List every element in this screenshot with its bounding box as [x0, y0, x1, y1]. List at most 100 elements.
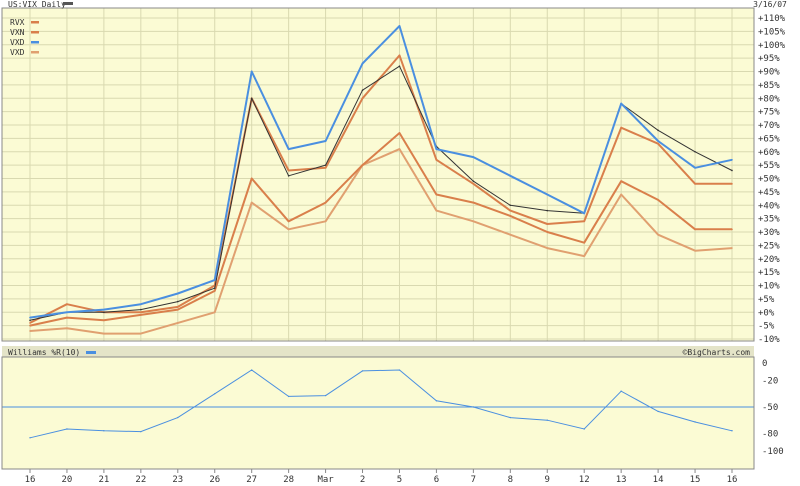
data-point	[324, 220, 327, 223]
williams-point	[140, 430, 142, 433]
williams-point	[177, 416, 179, 419]
main-y-tick-label: -10%	[758, 335, 780, 345]
legend-swatch	[31, 21, 39, 24]
data-point	[731, 169, 733, 172]
data-point	[213, 311, 216, 314]
data-point	[176, 322, 179, 324]
data-point	[361, 62, 364, 65]
data-point	[472, 183, 475, 185]
main-y-tick-label: +60%	[758, 148, 780, 158]
data-point	[287, 169, 290, 172]
x-tick-label: 14	[653, 475, 664, 485]
indicator-header-bar	[2, 346, 754, 357]
data-point	[66, 311, 68, 314]
main-y-tick-label: +75%	[758, 108, 780, 118]
data-point	[250, 70, 253, 73]
data-point	[287, 228, 290, 231]
main-y-tick-label: +80%	[758, 94, 780, 104]
series-line-rvx	[29, 54, 732, 324]
data-point	[140, 311, 142, 314]
main-y-tick-label: +110%	[758, 14, 786, 24]
data-point	[731, 158, 733, 161]
data-point	[287, 175, 290, 177]
x-tick-label: 9	[545, 475, 550, 485]
data-point	[103, 311, 105, 314]
indicator-y-tick-label: -80	[762, 429, 778, 439]
data-point	[176, 308, 179, 311]
data-point	[694, 249, 696, 252]
williams-point	[694, 421, 696, 423]
data-point	[398, 54, 401, 57]
main-grid	[2, 8, 754, 341]
williams-point	[398, 369, 401, 371]
indicator-y-tick-label: -50	[762, 403, 778, 413]
main-y-tick-label: +10%	[758, 282, 780, 292]
data-point	[620, 102, 622, 105]
main-y-tick-label: +65%	[758, 134, 780, 144]
data-point	[176, 306, 179, 308]
legend-label: VXD	[10, 38, 25, 47]
data-point	[66, 316, 68, 319]
indicator-series-group	[2, 369, 754, 439]
data-point	[250, 97, 253, 100]
data-point	[29, 324, 31, 327]
chart-date: 3/16/07	[753, 0, 787, 9]
x-tick-label: 23	[172, 475, 183, 485]
data-point	[140, 308, 142, 311]
indicator-y-tick-label: 0	[762, 359, 767, 369]
main-y-tick-label: +50%	[758, 175, 780, 185]
series-line-vxd	[29, 25, 733, 319]
data-point	[546, 231, 549, 233]
data-point	[472, 156, 475, 158]
data-point	[250, 201, 253, 204]
data-point	[324, 167, 327, 169]
main-y-tick-label: +45%	[758, 188, 780, 198]
legend-swatch	[31, 51, 39, 54]
data-point	[583, 212, 586, 215]
main-y-tick-label: +95%	[758, 54, 780, 64]
data-point	[509, 209, 512, 212]
data-point	[435, 148, 438, 150]
data-point	[140, 314, 142, 316]
data-point	[472, 201, 475, 204]
x-tick-label: 28	[283, 475, 294, 485]
data-point	[324, 201, 327, 204]
main-y-tick-label: -5%	[758, 322, 775, 332]
williams-point	[583, 428, 585, 430]
data-point	[583, 220, 586, 223]
x-tick-label: 22	[135, 475, 146, 485]
legend-swatch	[31, 31, 39, 34]
main-panel-frame	[1, 7, 755, 342]
data-point	[620, 126, 622, 129]
series-line-vxn	[29, 132, 732, 327]
data-point	[176, 300, 179, 303]
footer-credit: ©BigCharts.com	[683, 348, 751, 357]
data-point	[731, 247, 733, 249]
williams-point	[214, 393, 216, 395]
main-y-tick-label: +35%	[758, 215, 780, 225]
data-point	[176, 292, 179, 295]
x-tick-label: Mar	[317, 475, 334, 485]
main-y-tick-label: +105%	[758, 27, 786, 37]
data-point	[29, 330, 31, 332]
data-point	[657, 142, 659, 145]
data-point	[103, 332, 105, 335]
main-y-tick-label: +20%	[758, 255, 780, 265]
data-point	[509, 233, 512, 236]
main-y-tick-label: +0%	[758, 308, 775, 318]
series-line-vxd	[29, 148, 733, 335]
data-point	[361, 89, 364, 92]
main-y-tick-label: +100%	[758, 41, 786, 51]
data-point	[29, 322, 31, 324]
data-point	[472, 180, 475, 182]
data-point	[398, 132, 401, 134]
williams-point	[546, 419, 548, 421]
indicator-y-tick-label: -100	[762, 447, 784, 457]
data-point	[213, 287, 216, 289]
main-y-tick-label: +90%	[758, 68, 780, 78]
data-point	[29, 316, 31, 319]
data-point	[694, 167, 696, 169]
main-y-tick-label: +55%	[758, 161, 780, 171]
data-point	[66, 303, 68, 306]
